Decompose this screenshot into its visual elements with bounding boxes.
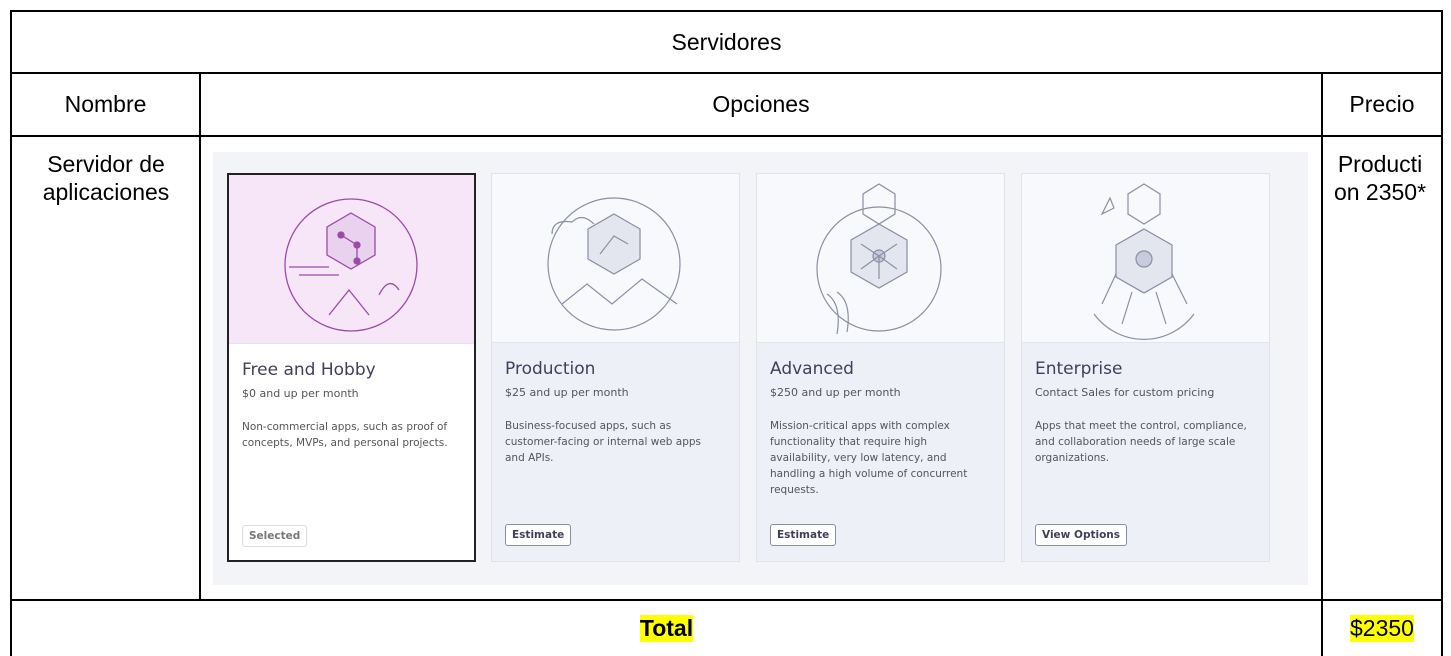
plan-button[interactable]: Selected bbox=[242, 525, 308, 547]
plan-description: Non-commercial apps, such as proof of co… bbox=[242, 421, 448, 449]
plan-card[interactable]: Advanced $250 and up per month Mission-c… bbox=[756, 173, 1005, 562]
total-label: Total bbox=[639, 615, 694, 642]
illustration bbox=[547, 197, 681, 331]
plan-button[interactable]: Estimate bbox=[770, 524, 837, 546]
illustration bbox=[284, 198, 418, 332]
plan-description: Business-focused apps, such as customer-… bbox=[505, 420, 702, 464]
plan-price: $250 and up per month bbox=[770, 386, 901, 399]
total-cell: Total bbox=[12, 601, 1321, 656]
column-header: Opciones bbox=[712, 91, 810, 117]
plan-description: Mission-critical apps with complex funct… bbox=[770, 420, 968, 496]
plan-description: Apps that meet the control, compliance, … bbox=[1035, 420, 1247, 464]
total-value: $2350 bbox=[1350, 615, 1414, 642]
plan-button[interactable]: View Options bbox=[1035, 524, 1128, 546]
column-header: Nombre bbox=[64, 91, 147, 117]
plan-price: $25 and up per month bbox=[505, 386, 629, 399]
plan-title: Advanced bbox=[770, 359, 854, 379]
plan-card[interactable]: Enterprise Contact Sales for custom pric… bbox=[1021, 173, 1270, 562]
illustration bbox=[1093, 183, 1195, 340]
plan-price: Contact Sales for custom pricing bbox=[1035, 386, 1215, 399]
table-title: Servidores bbox=[671, 28, 782, 55]
plan-title: Production bbox=[505, 359, 596, 379]
row-name: Servidor de aplicaciones bbox=[42, 151, 170, 205]
plan-price: $0 and up per month bbox=[242, 387, 359, 400]
row-price: Producti on 2350* bbox=[1333, 151, 1427, 205]
plan-card[interactable]: Free and Hobby $0 and up per month Non-c… bbox=[227, 173, 476, 562]
plan-button[interactable]: Estimate bbox=[505, 524, 572, 546]
column-header: Precio bbox=[1349, 91, 1415, 117]
total-value-cell: $2350 bbox=[1323, 601, 1441, 656]
plan-title: Enterprise bbox=[1035, 359, 1123, 379]
plan-card[interactable]: Production $25 and up per month Business… bbox=[491, 173, 740, 562]
plan-title: Free and Hobby bbox=[242, 360, 376, 380]
plans-screenshot: Free and Hobby $0 and up per month Non-c… bbox=[213, 152, 1308, 585]
illustration bbox=[816, 183, 942, 335]
